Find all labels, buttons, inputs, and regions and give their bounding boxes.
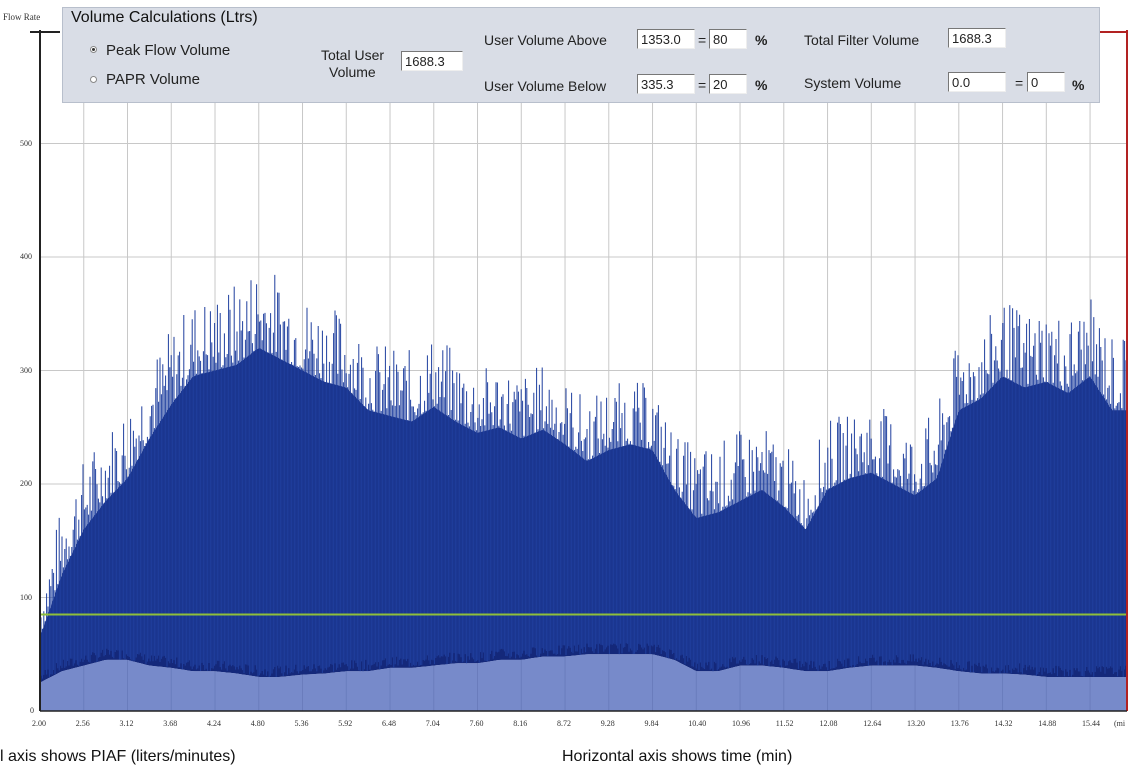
user-volume-below-label: User Volume Below xyxy=(484,78,607,94)
chart-signal xyxy=(40,274,1127,711)
x-tick-label: 5.36 xyxy=(294,719,309,728)
total-user-volume-label-line1: Total User xyxy=(321,47,385,63)
x-tick-label: 14.32 xyxy=(994,719,1013,728)
volume-calculations-panel: Volume Calculations (Ltrs) Peak Flow Vol… xyxy=(62,7,1100,103)
y-axis-caption: l axis shows PIAF (liters/minutes) xyxy=(0,748,236,765)
papr-volume-label: PAPR Volume xyxy=(106,71,200,88)
system-equals: = xyxy=(1015,75,1024,91)
x-tick-label: 15.44 xyxy=(1082,719,1101,728)
below-equals: = xyxy=(698,77,707,93)
x-tick-label: 11.52 xyxy=(775,719,794,728)
x-tick-label: 7.04 xyxy=(425,719,440,728)
x-tick-label: 9.28 xyxy=(600,719,615,728)
system-volume-label: System Volume xyxy=(804,75,902,91)
x-axis-caption: Horizontal axis shows time (min) xyxy=(562,748,793,765)
total-user-volume-label-line2: Volume xyxy=(329,64,376,80)
above-equals: = xyxy=(698,32,707,48)
flow-rate-axis-label: Flow Rate xyxy=(3,12,41,22)
y-tick-label: 400 xyxy=(20,252,32,261)
x-tick-label: 3.68 xyxy=(163,719,178,728)
x-tick-label: 2.56 xyxy=(75,719,90,728)
user-volume-below-pct-field[interactable]: 20 xyxy=(709,74,747,94)
radio-selected-icon[interactable] xyxy=(90,46,97,53)
x-axis-unit-label: (mi xyxy=(1114,719,1126,728)
x-tick-label: 6.48 xyxy=(382,719,397,728)
y-tick-label: 100 xyxy=(20,592,32,602)
y-tick-label: 200 xyxy=(20,479,32,488)
system-volume-field[interactable]: 0.0 xyxy=(948,72,1006,92)
user-volume-below-field[interactable]: 335.3 xyxy=(637,74,695,94)
radio-unselected-icon[interactable] xyxy=(90,76,97,83)
x-tick-label: 5.92 xyxy=(338,719,353,728)
user-volume-above-label: User Volume Above xyxy=(484,32,607,48)
y-tick-label: 500 xyxy=(20,138,32,148)
below-pct-sign: % xyxy=(755,77,768,93)
x-tick-label: 4.80 xyxy=(250,719,265,728)
y-tick-label: 0 xyxy=(30,706,34,715)
x-tick-label: 10.96 xyxy=(732,719,751,728)
signal-lower-fill xyxy=(40,654,1126,711)
x-tick-label: 3.12 xyxy=(119,719,134,728)
x-tick-label: 4.24 xyxy=(207,719,221,728)
x-tick-label: 12.08 xyxy=(819,719,838,728)
user-volume-above-field[interactable]: 1353.0 xyxy=(637,29,695,49)
x-tick-label: 13.76 xyxy=(950,719,969,728)
y-tick-label: 300 xyxy=(20,365,32,375)
x-tick-label: 13.20 xyxy=(907,719,926,728)
user-volume-above-pct-field[interactable]: 80 xyxy=(709,29,747,49)
system-volume-pct-field[interactable]: 0 xyxy=(1027,72,1065,92)
total-filter-volume-field[interactable]: 1688.3 xyxy=(948,28,1006,48)
x-tick-label: 7.60 xyxy=(469,719,484,728)
x-tick-label: 12.64 xyxy=(863,719,882,728)
x-tick-label: 2.00 xyxy=(32,719,46,728)
panel-title: Volume Calculations (Ltrs) xyxy=(71,9,258,26)
x-tick-label: 8.16 xyxy=(513,719,528,728)
peak-flow-label: Peak Flow Volume xyxy=(106,42,231,59)
x-tick-label: 10.40 xyxy=(688,719,707,728)
above-pct-sign: % xyxy=(755,32,768,48)
total-user-volume-field[interactable]: 1688.3 xyxy=(401,51,463,71)
x-tick-label: 8.72 xyxy=(557,719,572,728)
system-pct-sign: % xyxy=(1072,77,1085,93)
total-filter-volume-label: Total Filter Volume xyxy=(804,32,920,48)
x-tick-label: 9.84 xyxy=(644,719,659,728)
x-tick-label: 14.88 xyxy=(1038,719,1057,728)
